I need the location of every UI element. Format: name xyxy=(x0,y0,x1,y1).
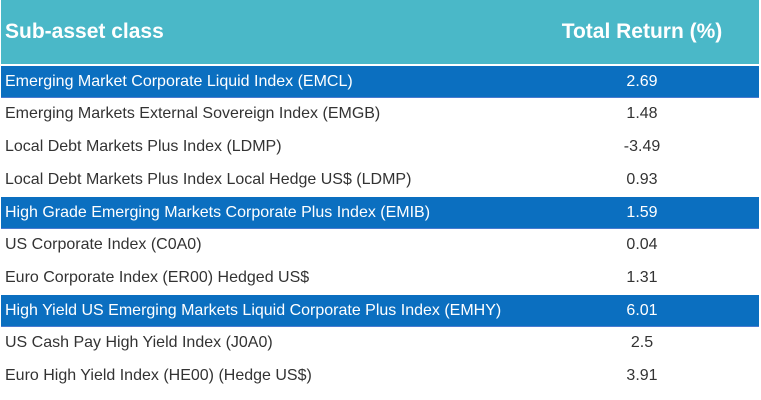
row-name: Local Debt Markets Plus Index Local Hedg… xyxy=(5,170,412,188)
table-row: Euro Corporate Index (ER00) Hedged US$ 1… xyxy=(1,262,759,295)
table-row: US Cash Pay High Yield Index (J0A0) 2.5 xyxy=(1,327,759,360)
row-name: US Cash Pay High Yield Index (J0A0) xyxy=(5,333,273,351)
row-name: Emerging Markets External Sovereign Inde… xyxy=(5,104,381,122)
row-name: Euro High Yield Index (HE00) (Hedge US$) xyxy=(5,366,312,384)
table-row: High Grade Emerging Markets Corporate Pl… xyxy=(1,197,759,229)
header-total-return: Total Return (%) xyxy=(561,20,723,43)
row-name: Euro Corporate Index (ER00) Hedged US$ xyxy=(5,268,310,286)
row-value: 1.31 xyxy=(626,268,658,286)
table-row: Emerging Market Corporate Liquid Index (… xyxy=(1,66,759,98)
row-name: High Yield US Emerging Markets Liquid Co… xyxy=(5,301,502,319)
row-name: Emerging Market Corporate Liquid Index (… xyxy=(5,72,353,90)
row-value: 1.48 xyxy=(626,104,658,122)
table-row: Euro High Yield Index (HE00) (Hedge US$)… xyxy=(1,360,759,393)
table-row: Local Debt Markets Plus Index Local Hedg… xyxy=(1,164,759,197)
row-value: -3.49 xyxy=(623,137,661,155)
table-row: US Corporate Index (C0A0) 0.04 xyxy=(1,229,759,262)
row-value: 3.91 xyxy=(626,366,658,384)
row-name: High Grade Emerging Markets Corporate Pl… xyxy=(5,203,431,221)
row-value: 2.69 xyxy=(626,72,658,90)
row-name: Local Debt Markets Plus Index (LDMP) xyxy=(5,137,282,155)
row-name: US Corporate Index (C0A0) xyxy=(5,235,202,253)
table-row: Local Debt Markets Plus Index (LDMP) -3.… xyxy=(1,131,759,164)
row-value: 0.04 xyxy=(626,235,658,253)
returns-table: Sub-asset class Total Return (%) Emergin… xyxy=(1,0,759,393)
header-sub-asset-class: Sub-asset class xyxy=(5,20,164,43)
row-value: 1.59 xyxy=(626,203,658,221)
row-value: 0.93 xyxy=(626,170,658,188)
table-row: Emerging Markets External Sovereign Inde… xyxy=(1,98,759,131)
row-value: 6.01 xyxy=(626,301,658,319)
row-value: 2.5 xyxy=(630,333,654,351)
table-header: Sub-asset class Total Return (%) xyxy=(1,0,759,66)
table-row: High Yield US Emerging Markets Liquid Co… xyxy=(1,295,759,327)
